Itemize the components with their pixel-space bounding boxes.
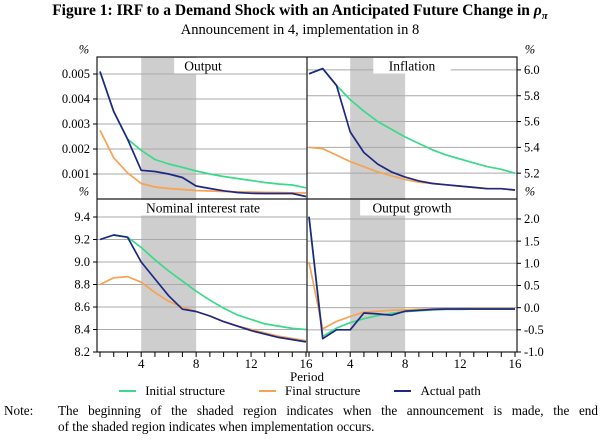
y-tick-label: 8.6 bbox=[74, 300, 90, 314]
x-tick-label: 16 bbox=[509, 356, 523, 371]
legend-item-final: Final structure bbox=[259, 383, 360, 399]
y-tick-label: -1.0 bbox=[524, 345, 544, 359]
rho-symbol: ρ bbox=[533, 2, 542, 19]
y-tick-label: 1.0 bbox=[524, 257, 540, 271]
legend-swatch-actual bbox=[394, 389, 412, 393]
nominal-interest-rate-final-line bbox=[99, 275, 307, 342]
output-growth-actual-line bbox=[308, 216, 515, 340]
figure-title: Figure 1: IRF to a Demand Shock with an … bbox=[0, 2, 600, 22]
legend-swatch-initial bbox=[119, 389, 137, 393]
x-axis-left: 4 8 12 16 bbox=[99, 352, 314, 371]
legend-label-actual: Actual path bbox=[420, 383, 481, 398]
x-tick-label: 16 bbox=[300, 356, 314, 371]
y-tick-label: 5.4 bbox=[524, 141, 540, 155]
y-tick-label: 9.4 bbox=[74, 210, 90, 224]
y-tick-label: 0.003 bbox=[62, 117, 90, 131]
inflation-initial-line bbox=[308, 67, 516, 175]
y-tick-label: 6.0 bbox=[524, 63, 540, 77]
figure-note: Note: The beginning of the shaded region… bbox=[4, 403, 598, 434]
y-axis-output: 0.001 0.002 0.003 0.004 0.005% bbox=[62, 43, 97, 181]
y-tick-label: 0.004 bbox=[62, 92, 91, 106]
legend-label-final: Final structure bbox=[285, 383, 361, 398]
pi-subscript: π bbox=[541, 10, 548, 23]
panel-title-box-inflation bbox=[373, 58, 451, 74]
legend-item-initial: Initial structure bbox=[119, 383, 225, 399]
panel-title-box-output bbox=[174, 58, 232, 74]
panel-title-box-nominal-interest-rate bbox=[124, 200, 282, 216]
y-tick-label: 8.8 bbox=[74, 278, 90, 292]
y-tick-label: 8.2 bbox=[74, 345, 90, 359]
nominal-interest-rate-actual-line bbox=[99, 234, 307, 343]
gridlines-output-growth bbox=[307, 218, 517, 353]
unit-label-inflation: % bbox=[525, 43, 535, 57]
inflation-actual-line bbox=[308, 67, 516, 191]
output-final-line bbox=[99, 129, 307, 194]
y-tick-label: 5.8 bbox=[524, 89, 540, 103]
panel-title-nominal-interest-rate: Nominal interest rate bbox=[146, 201, 260, 216]
y-tick-label: 1.5 bbox=[524, 234, 540, 248]
y-tick-label: 0.002 bbox=[62, 142, 90, 156]
legend-item-actual: Actual path bbox=[394, 383, 481, 399]
x-axis-right: 4 8 12 16 bbox=[308, 352, 523, 371]
gridlines-output bbox=[97, 73, 307, 175]
y-axis-nominal-interest-rate: 8.2 8.4 8.6 8.8 9.0 9.2 9.4% bbox=[74, 185, 97, 359]
unit-label-output-growth: % bbox=[525, 185, 535, 199]
y-tick-label: 0.0 bbox=[524, 301, 540, 315]
note-text: The beginning of the shaded region indic… bbox=[58, 403, 598, 434]
unit-label-nominal-interest-rate: % bbox=[79, 185, 89, 199]
x-tick-label: 4 bbox=[138, 356, 145, 371]
y-tick-label: -0.5 bbox=[524, 323, 544, 337]
legend-swatch-final bbox=[259, 389, 276, 393]
output-actual-line bbox=[99, 71, 307, 198]
y-tick-label: 0.001 bbox=[62, 167, 90, 181]
panel-title-output-growth: Output growth bbox=[372, 201, 451, 216]
y-axis-inflation: 5.2 5.4 5.6 5.8 6.0% bbox=[517, 43, 540, 180]
panel-title-box-output-growth bbox=[360, 200, 464, 216]
output-growth-initial-line bbox=[308, 216, 515, 338]
x-tick-label: 12 bbox=[454, 356, 467, 371]
y-tick-label: 9.0 bbox=[74, 255, 90, 269]
x-tick-label: 8 bbox=[193, 356, 200, 371]
legend: Initial structure Final structure Actual… bbox=[0, 383, 600, 399]
output-initial-line bbox=[99, 71, 307, 189]
y-tick-label: 2.0 bbox=[524, 212, 540, 226]
unit-label-output: % bbox=[79, 43, 89, 57]
x-tick-label: 8 bbox=[402, 356, 409, 371]
panel-title-output: Output bbox=[184, 59, 222, 74]
note-label: Note: bbox=[4, 403, 34, 418]
y-tick-label: 9.2 bbox=[74, 233, 90, 247]
figure-subtitle: Announcement in 4, implementation in 8 bbox=[180, 22, 420, 38]
gridlines-inflation bbox=[307, 69, 517, 174]
legend-label-initial: Initial structure bbox=[145, 383, 225, 398]
y-tick-label: 0.005 bbox=[62, 67, 90, 81]
figure-title-text: Figure 1: IRF to a Demand Shock with an … bbox=[52, 2, 534, 19]
nominal-interest-rate-initial-line bbox=[99, 234, 307, 331]
output-growth-final-line bbox=[308, 261, 515, 330]
x-axis-title: Period bbox=[290, 369, 324, 384]
y-tick-label: 8.4 bbox=[74, 323, 90, 337]
x-tick-label: 12 bbox=[245, 356, 258, 371]
y-tick-label: 5.2 bbox=[524, 166, 540, 180]
inflation-final-line bbox=[308, 146, 516, 191]
note-line-2: of the shaded region indicates when impl… bbox=[58, 418, 375, 434]
y-tick-label: 0.5 bbox=[524, 279, 540, 293]
note-line-1: The beginning of the shaded region indic… bbox=[58, 403, 598, 418]
y-axis-output-growth: -1.0 -0.5 0.0 0.5 1.0 1.5 2.0% bbox=[517, 185, 544, 359]
panel-title-inflation: Inflation bbox=[389, 59, 436, 74]
y-tick-label: 5.6 bbox=[524, 115, 540, 129]
x-tick-label: 4 bbox=[347, 356, 354, 371]
